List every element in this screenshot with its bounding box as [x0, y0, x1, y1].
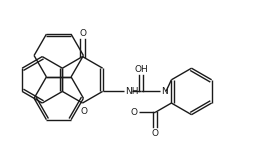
- Text: NH: NH: [125, 87, 139, 96]
- Text: O: O: [80, 107, 87, 116]
- Text: N: N: [161, 87, 168, 96]
- Text: OH: OH: [134, 65, 148, 74]
- Text: O: O: [131, 108, 138, 117]
- Text: O: O: [79, 29, 86, 38]
- Text: O: O: [152, 129, 159, 138]
